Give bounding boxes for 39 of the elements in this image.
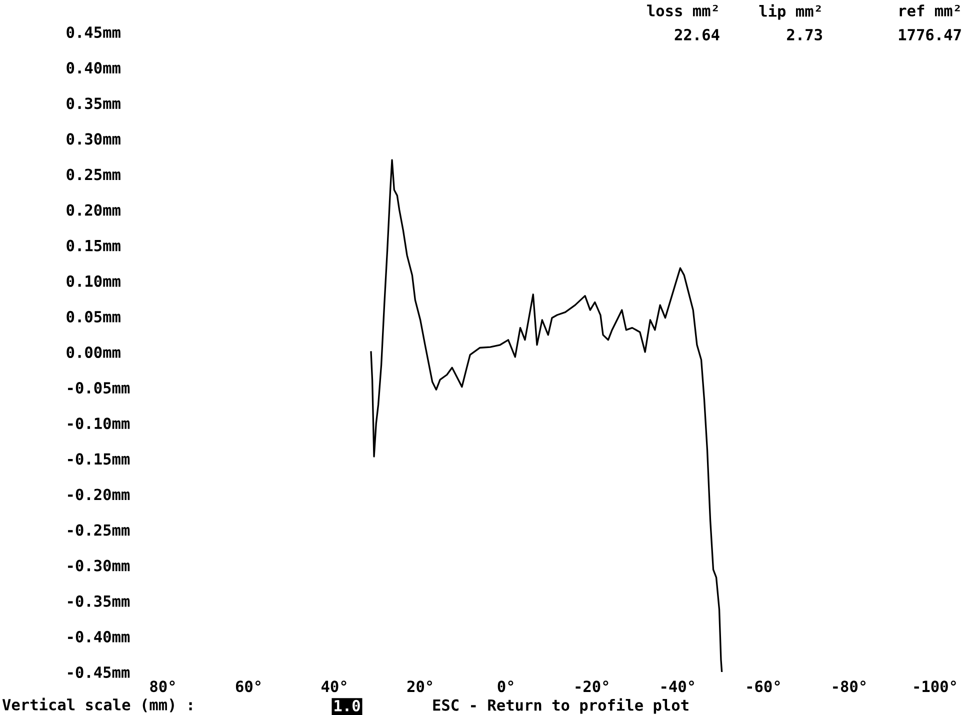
y-tick-label: -0.30mm [68,560,130,572]
text: 1.0 [334,700,360,712]
y-tick-label: 0.45mm [66,26,120,38]
x-tick-label: -60° [747,680,780,692]
x-tick-label: -80° [833,680,866,692]
y-tick-label: -0.15mm [68,453,130,465]
y-tick-label: -0.40mm [68,630,130,642]
x-tick-label: -100° [914,680,956,692]
y-tick-label: -0.20mm [68,488,130,500]
y-tick-label: 0.05mm [66,310,120,322]
text: ref mm² [900,4,960,16]
x-tick-label: 60° [236,680,260,692]
annotation: 1776.47 [899,28,961,40]
y-tick-label: 0.20mm [66,204,120,216]
y-tick-label: 0.35mm [66,98,120,110]
annotation: 22.64 [674,28,720,40]
text: ESC - Return to profile plot [433,698,688,714]
line-series [370,159,723,672]
x-tick-label: 20° [407,680,432,692]
y-tick-label: -0.25mm [68,524,130,536]
annotation: 2.73 [787,28,822,40]
x-tick-label: 40° [322,680,346,692]
y-tick-label: 0.40mm [66,62,120,74]
x-tick-label: 80° [150,680,175,692]
x-tick-label: -20° [576,680,608,692]
y-tick-label: 0.25mm [66,168,120,180]
text: loss mm² [647,4,718,16]
text: lip mm² [759,4,821,20]
x-tick-label: 0° [498,680,514,692]
y-tick-label: -0.05mm [68,382,130,394]
y-tick-label: -0.45mm [68,666,130,678]
y-tick-label: -0.35mm [68,595,130,607]
x-tick-label: -40° [662,680,694,692]
y-tick-label: 0.30mm [66,133,120,145]
y-tick-label: -0.10mm [68,418,130,430]
y-tick-label: 0.15mm [66,240,120,252]
y-tick-label: 0.00mm [66,346,120,358]
text: Vertical scale (mm) : [2,698,192,712]
y-tick-label: 0.10mm [66,275,120,287]
